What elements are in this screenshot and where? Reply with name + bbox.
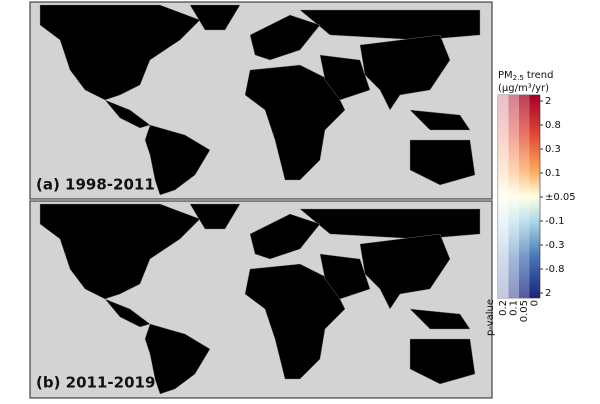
significance-fade [519,95,530,298]
panel-label: (a) 1998-2011 [36,176,155,194]
pvalue-tick-label: 0 [530,300,541,306]
trend-tick-label: 0.8 [545,120,561,131]
map-panel-a: (a) 1998-2011 [29,1,493,200]
trend-tick-label: 2 [545,96,551,107]
panel-label: (b) 2011-2019 [36,374,155,392]
trend-tick-label: 0.3 [545,144,561,155]
trend-tick-label: -0.8 [545,264,565,275]
pvalue-tick-label: 0.1 [509,300,520,316]
pvalue-tick-label: 0.05 [519,300,530,322]
trend-tick-label: 0.1 [545,168,561,179]
colorbar-title: PM2.5 trend [498,70,553,82]
trend-tick-label: -0.3 [545,240,565,251]
colorbar: PM2.5 trend (μg/m³/yr) 2 0.8 0.3 0.1 ±0.05 -0.… [485,70,576,336]
colorbar-units: (μg/m³/yr) [498,83,549,94]
significance-fade [508,95,519,298]
pvalue-title: p-value [485,299,496,336]
trend-tick-label: -0.1 [545,216,565,227]
trend-tick-label: ±0.05 [545,192,576,203]
pvalue-tick-label: 0.2 [498,300,509,316]
trend-tick-label: 2 [545,288,551,299]
map-panel-b: (b) 2011-2019 [29,200,493,399]
significance-fade [498,95,509,298]
